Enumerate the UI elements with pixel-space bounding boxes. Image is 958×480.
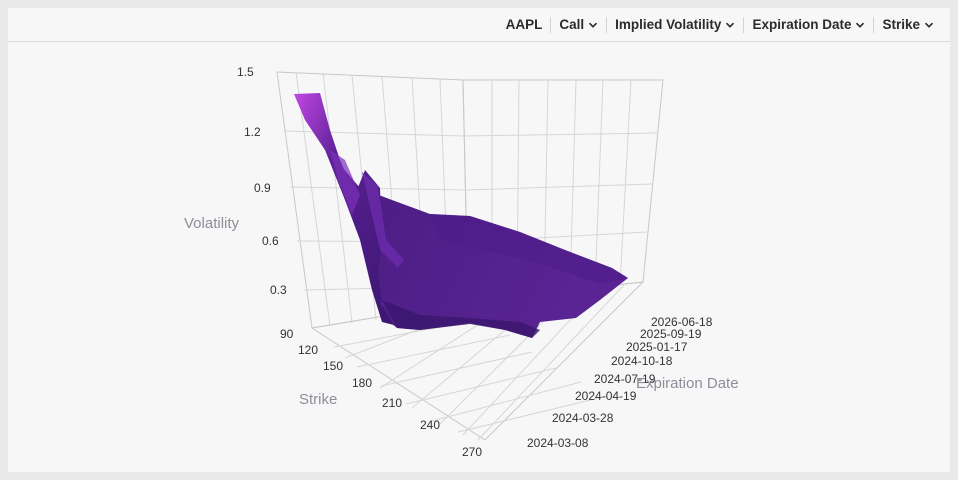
z-axis-title: Volatility <box>184 215 240 232</box>
x-axis-title: Strike <box>299 391 337 408</box>
y-tick: 2024-03-08 <box>527 436 589 450</box>
x-axis: 90 120 150 180 210 240 270 Strike <box>280 327 482 459</box>
z-tick: 1.2 <box>244 125 261 139</box>
y-tick: 2026-06-18 <box>651 315 713 329</box>
ticker-label: AAPL <box>505 16 543 32</box>
y-tick: 2025-09-19 <box>640 327 702 341</box>
y-tick: 2024-03-28 <box>552 411 614 425</box>
chevron-down-icon <box>856 22 865 28</box>
x-tick: 150 <box>323 359 343 373</box>
z-tick: 0.6 <box>262 234 279 248</box>
strike-dropdown[interactable]: Strike <box>873 16 942 33</box>
z-axis: 1.5 1.2 0.9 0.6 0.3 Volatility <box>184 65 287 297</box>
x-tick: 90 <box>280 327 294 341</box>
chevron-down-icon <box>726 22 735 28</box>
y-tick: 2025-01-17 <box>626 340 688 354</box>
chevron-down-icon <box>589 22 598 28</box>
z-tick: 0.9 <box>254 181 271 195</box>
strike-label: Strike <box>882 16 920 32</box>
expiration-label: Expiration Date <box>752 16 852 32</box>
metric-label: Implied Volatility <box>615 16 722 32</box>
z-tick: 0.3 <box>270 283 287 297</box>
z-tick: 1.5 <box>237 65 254 79</box>
volatility-surface-plot[interactable]: 1.5 1.2 0.9 0.6 0.3 Volatility 90 120 15… <box>8 8 950 472</box>
chevron-down-icon <box>924 22 934 28</box>
chart-panel: AAPL Call Implied Volatility Expiration … <box>8 8 950 472</box>
toolbar: AAPL Call Implied Volatility Expiration … <box>8 8 950 42</box>
y-tick: 2024-04-19 <box>575 389 637 403</box>
x-tick: 270 <box>462 445 482 459</box>
expiration-dropdown[interactable]: Expiration Date <box>743 16 873 33</box>
y-axis-title: Expiration Date <box>636 375 739 392</box>
option-type-dropdown[interactable]: Call <box>550 16 606 33</box>
option-type-label: Call <box>559 16 585 32</box>
x-tick: 210 <box>382 396 402 410</box>
x-tick: 120 <box>298 343 318 357</box>
x-tick: 240 <box>420 418 440 432</box>
ticker-selector[interactable]: AAPL <box>498 17 551 33</box>
x-tick: 180 <box>352 376 372 390</box>
y-axis: 2026-06-18 2025-09-19 2025-01-17 2024-10… <box>527 315 739 450</box>
y-tick: 2024-10-18 <box>611 354 673 368</box>
metric-dropdown[interactable]: Implied Volatility <box>606 16 743 33</box>
volatility-surface[interactable] <box>294 93 628 338</box>
y-tick: 2024-07-19 <box>594 372 656 386</box>
